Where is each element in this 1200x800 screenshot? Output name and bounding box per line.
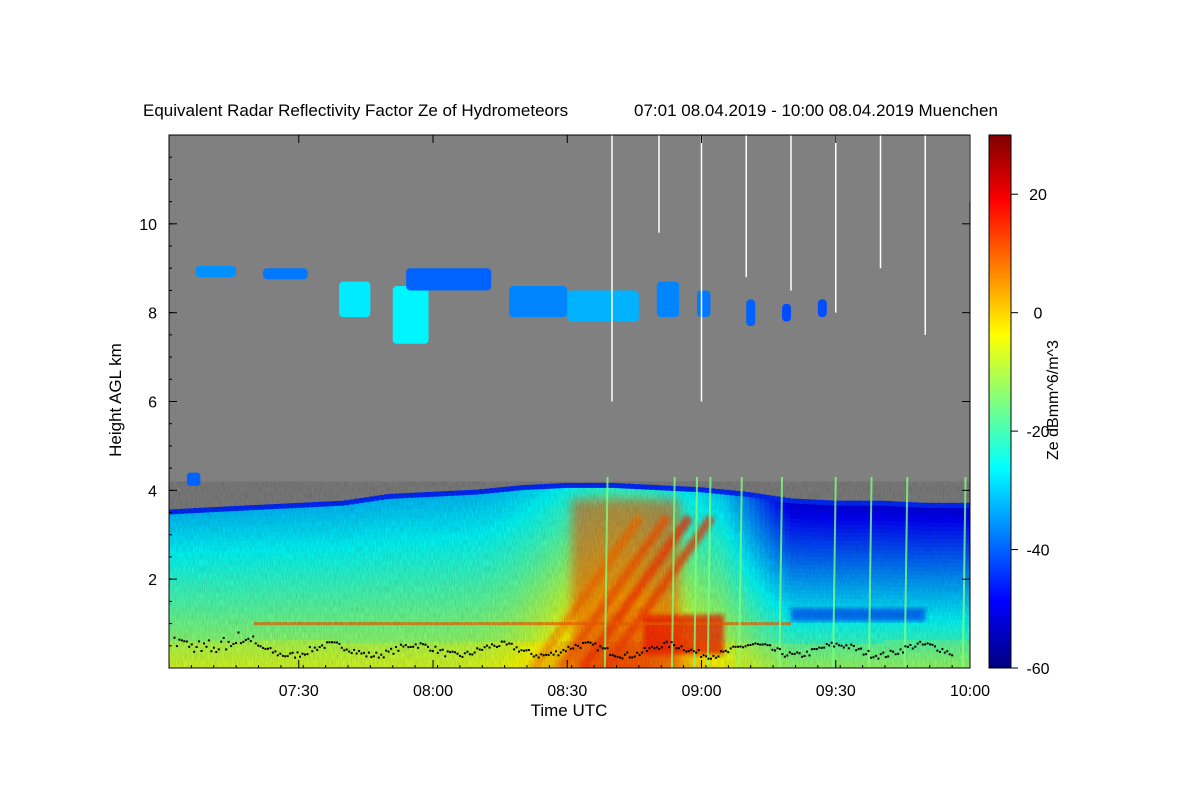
chart-title: Equivalent Radar Reflectivity Factor Ze …	[143, 101, 568, 120]
echo-layer	[169, 135, 970, 668]
chart-subtitle: 07:01 08.04.2019 - 10:00 08.04.2019 Muen…	[634, 101, 998, 120]
